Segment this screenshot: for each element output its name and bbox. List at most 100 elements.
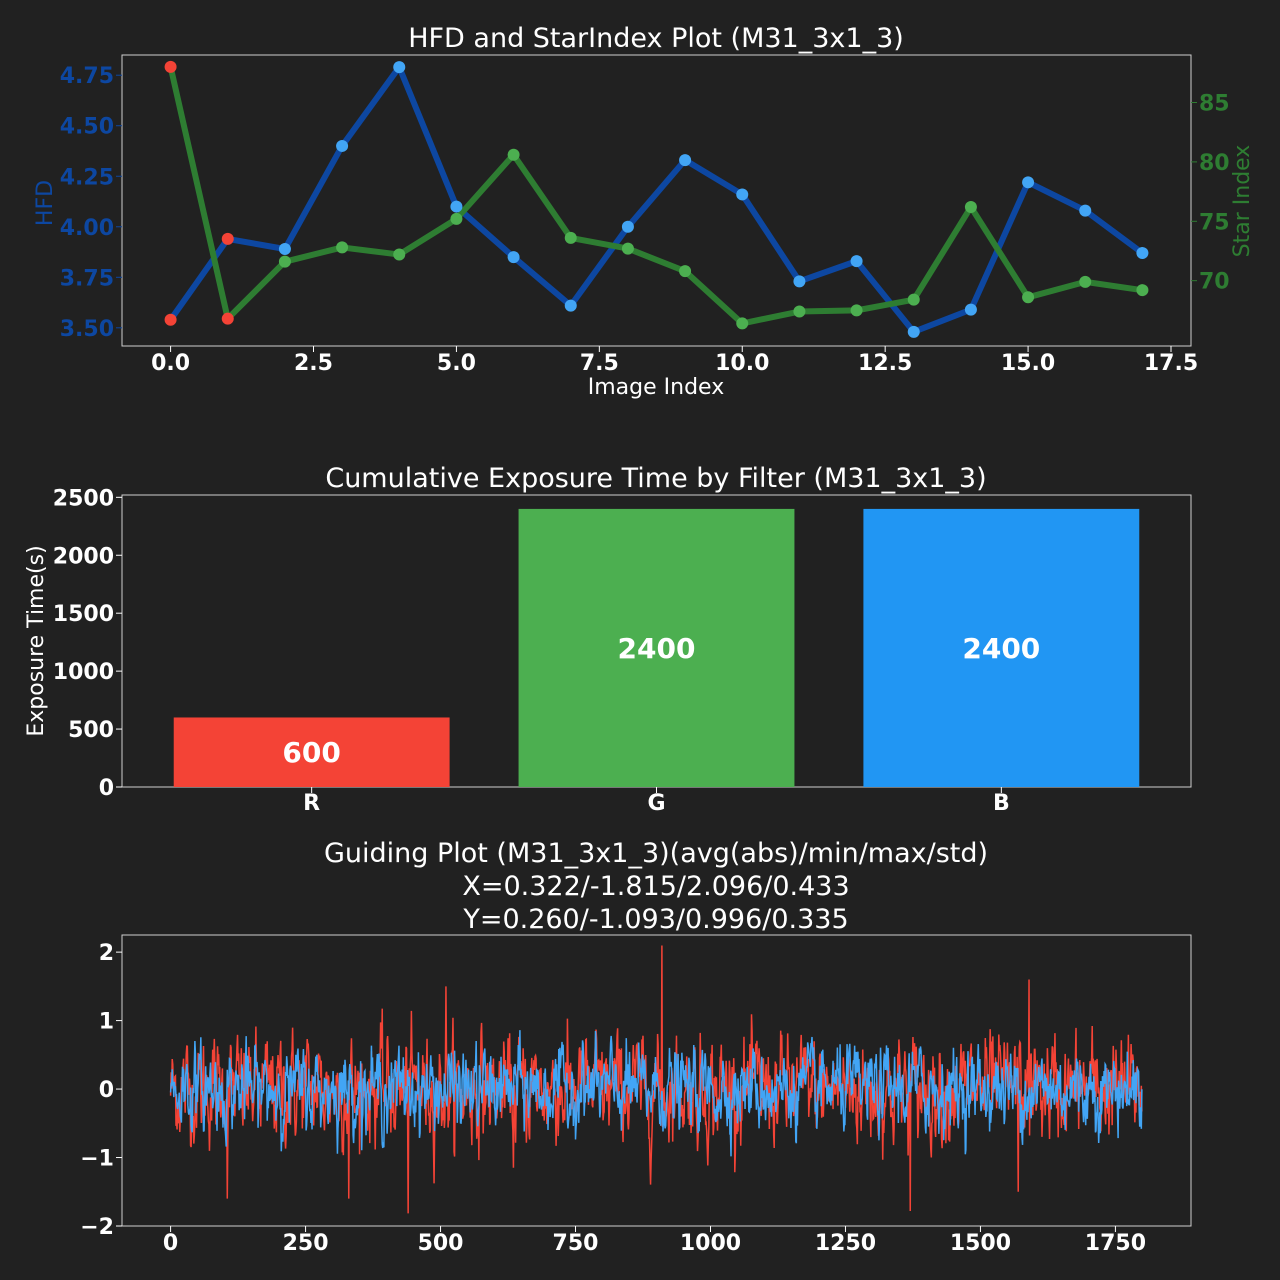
star-index-y-tick-label: 80 [1199,151,1230,176]
hfd-plot-series [164,60,1149,338]
hfd-x-tick-label: 10.0 [715,351,769,376]
guiding-y-tick-label: −2 [80,1215,114,1240]
hfd-point [736,188,749,201]
hfd-point [907,325,920,338]
star-index-point [1022,291,1035,304]
hfd-y-tick-label: 4.25 [60,165,114,190]
hfd-x-tick-label: 12.5 [858,351,912,376]
star-index-point [907,293,920,306]
star-index-point [964,201,977,214]
guiding-y-tick-label: −1 [80,1147,114,1172]
hfd-point [964,303,977,316]
guiding-plot-frame [121,934,1192,1227]
bar-value-label: 2400 [962,632,1040,665]
guiding-plot: Guiding Plot (M31_3x1_3)(avg(abs)/min/ma… [80,838,1192,1256]
star-index-point [278,255,291,268]
guiding-y-stats: Y=0.260/-1.093/0.996/0.335 [462,904,848,935]
hfd-point [564,299,577,312]
guiding-x-tick-label: 250 [283,1231,329,1256]
hfd-line [168,64,1145,335]
bar-r [173,717,450,787]
hfd-y-axis-label: HFD [33,180,58,226]
hfd-plot-frame [121,54,1192,347]
exposure-y-tick-label: 2500 [53,486,114,511]
hfd-point [1079,204,1092,217]
hfd-point [450,200,463,213]
exposure-y-ticks: 0 500 1000 1500 2000 2500 [53,486,122,801]
hfd-plot-title: HFD and StarIndex Plot (M31_3x1_3) [408,23,904,54]
exposure-bars: R 600 G 2400 B 2400 [173,508,1140,816]
exposure-plot: Cumulative Exposure Time by Filter (M31_… [24,463,1192,816]
exposure-y-tick-label: 1000 [53,660,114,685]
guiding-x-ticks: 0 250 500 750 1000 1250 1500 1750 [163,1226,1146,1256]
star-index-y-tick-label: 70 [1199,270,1230,295]
hfd-x-tick-label: 7.5 [580,351,619,376]
hfd-starindex-plot: HFD and StarIndex Plot (M31_3x1_3) 0.0 2.… [33,23,1255,400]
hfd-y-tick-label: 4.75 [60,64,114,89]
hfd-point [1136,247,1149,260]
hfd-point [164,313,177,326]
star-index-point [621,242,634,255]
hfd-y-tick-label: 4.50 [60,115,114,140]
exposure-x-tick-label: B [993,791,1010,816]
guiding-y-tick-label: 2 [99,941,114,966]
guiding-series [169,945,1143,1214]
hfd-y-ticks: 3.50 3.75 4.00 4.25 4.50 4.75 [60,64,122,342]
hfd-point [1022,176,1035,189]
hfd-point [621,220,634,233]
star-index-y-ticks: 70 75 80 85 [1191,92,1230,295]
exposure-x-tick-label: G [647,791,665,816]
exposure-y-tick-label: 500 [68,718,114,743]
guiding-x-tick-label: 1750 [1085,1231,1146,1256]
star-index-point [336,241,349,254]
star-index-point [1079,275,1092,288]
hfd-y-tick-label: 3.50 [60,317,114,342]
hfd-point [278,243,291,255]
hfd-point [393,61,406,74]
hfd-x-tick-label: 0.0 [151,351,190,376]
exposure-plot-title: Cumulative Exposure Time by Filter (M31_… [325,463,986,494]
hfd-x-tick-label: 5.0 [437,351,476,376]
star-index-y-tick-label: 85 [1199,92,1230,117]
star-index-point [736,317,749,330]
exposure-y-axis-label: Exposure Time(s) [24,545,49,736]
star-index-point [393,248,406,261]
guiding-y-tick-label: 1 [99,1010,114,1035]
hfd-point [221,232,234,245]
star-index-point [850,304,863,317]
bar-b [863,508,1140,787]
hfd-x-tick-label: 17.5 [1144,351,1198,376]
hfd-point [850,255,863,268]
bar-g [518,508,795,787]
guiding-x-tick-label: 1250 [815,1231,876,1256]
bar-value-label: 2400 [618,632,696,665]
guiding-x-tick-label: 1500 [950,1231,1011,1256]
hfd-x-axis-label: Image Index [588,375,724,400]
hfd-y-tick-label: 3.75 [60,266,114,291]
hfd-point [507,251,520,264]
star-index-point [679,265,692,278]
star-index-point [221,312,234,325]
hfd-point [793,275,806,288]
guiding-x-tick-label: 1000 [680,1231,741,1256]
exposure-y-tick-label: 2000 [53,544,114,569]
exposure-x-tick-label: R [303,791,320,816]
hfd-point [679,154,692,167]
star-index-point [564,231,577,244]
star-index-point [450,212,463,225]
star-index-y-tick-label: 75 [1199,210,1230,235]
guiding-y-line [169,1030,1143,1157]
exposure-y-tick-label: 0 [99,776,114,801]
exposure-y-tick-label: 1500 [53,602,114,627]
guiding-x-stats: X=0.322/-1.815/2.096/0.433 [462,871,849,902]
hfd-point [336,139,349,152]
guiding-x-tick-label: 500 [418,1231,464,1256]
guiding-y-tick-label: 0 [99,1078,114,1103]
guiding-x-tick-label: 0 [163,1231,178,1256]
star-index-point [507,148,520,161]
hfd-x-ticks: 0.0 2.5 5.0 7.5 10.0 12.5 15.0 17.5 [151,346,1198,376]
guiding-x-tick-label: 750 [553,1231,599,1256]
star-index-line [167,66,1143,327]
star-index-point [164,60,177,73]
